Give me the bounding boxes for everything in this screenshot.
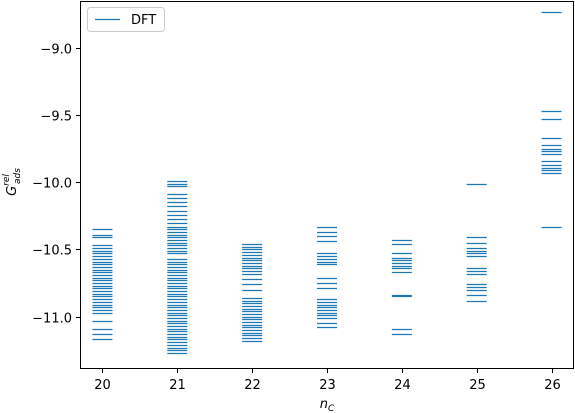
- x-axis-label: nC: [320, 397, 335, 413]
- legend-box: [87, 7, 165, 32]
- x-tick-label-25: 25: [469, 378, 486, 393]
- y-tick-label-3: −10.5: [32, 244, 72, 259]
- y-tick-label-0: −9.0: [40, 43, 72, 58]
- data-marks: [92, 11, 562, 355]
- y-axis-label-sup: rel: [2, 174, 12, 186]
- y-axis-label-base: G: [5, 186, 20, 196]
- y-axis-label-sub: ads: [13, 168, 23, 184]
- x-tick-label-22: 22: [244, 378, 261, 393]
- x-axis-label-base: n: [320, 397, 328, 412]
- x-tick-label-20: 20: [94, 378, 111, 393]
- x-tick-label-21: 21: [169, 378, 186, 393]
- y-axis-label: Grelads: [2, 168, 23, 196]
- y-tick-label-4: −11.0: [32, 312, 72, 327]
- x-tick-label-26: 26: [544, 378, 561, 393]
- y-tick-label-1: −9.5: [40, 110, 72, 125]
- y-axis: −9.0 −9.5 −10.0 −10.5 −11.0: [32, 43, 80, 327]
- legend-label-dft: DFT: [131, 13, 156, 28]
- x-axis-label-sub: C: [328, 404, 335, 413]
- x-axis: 20 21 22 23 24 25 26: [94, 369, 561, 393]
- x-tick-label-24: 24: [394, 378, 411, 393]
- y-tick-label-2: −10.0: [32, 177, 72, 192]
- legend: DFT: [87, 7, 165, 32]
- plot-frame: [80, 1, 574, 369]
- x-tick-label-23: 23: [319, 378, 336, 393]
